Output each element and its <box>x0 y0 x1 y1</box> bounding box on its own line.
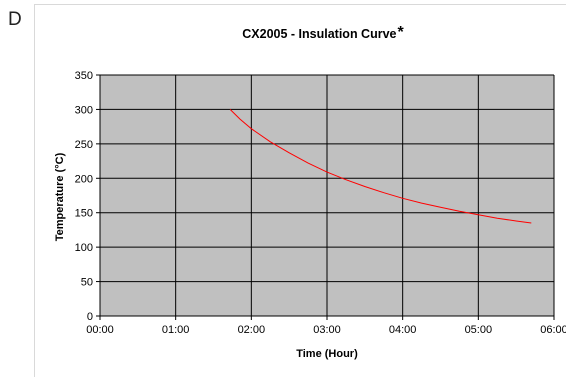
y-tick-label: 200 <box>75 173 93 185</box>
x-axis-title: Time (Hour) <box>296 348 358 360</box>
chart-title-marker: * <box>397 24 404 41</box>
x-tick-label: 05:00 <box>465 324 493 336</box>
panel-label: D <box>8 9 22 30</box>
y-tick-label: 0 <box>87 311 93 323</box>
x-tick-label: 00:00 <box>86 324 114 336</box>
y-tick-label: 300 <box>75 104 93 116</box>
axes <box>96 74 555 320</box>
tick-labels: 0 50 100 150 200 250 300 350 00:00 01:00 02:00 03:0… <box>75 70 566 336</box>
x-tick-label: 03:00 <box>313 324 341 336</box>
y-axis-title: Temperature (°C) <box>54 152 66 241</box>
chart-frame: CX2005 - Insulation Curve* 0 50 100 150 200 2… <box>34 4 566 377</box>
insulation-curve-chart: CX2005 - Insulation Curve* 0 50 100 150 200 2… <box>54 24 566 360</box>
y-tick-label: 50 <box>81 277 93 289</box>
y-tick-label: 250 <box>75 139 93 151</box>
x-tick-label: 02:00 <box>238 324 266 336</box>
y-tick-label: 150 <box>75 208 93 220</box>
insulation-curve-line <box>229 109 532 224</box>
x-tick-label: 01:00 <box>162 324 190 336</box>
grid-lines <box>100 74 555 316</box>
y-tick-label: 350 <box>75 70 93 82</box>
chart-title-text: CX2005 - Insulation Curve <box>242 27 396 41</box>
x-tick-label: 06:00 <box>540 324 566 336</box>
chart-title: CX2005 - Insulation Curve* <box>242 24 404 41</box>
x-tick-label: 04:00 <box>389 324 417 336</box>
y-tick-label: 100 <box>75 242 93 254</box>
series-group <box>229 109 532 224</box>
